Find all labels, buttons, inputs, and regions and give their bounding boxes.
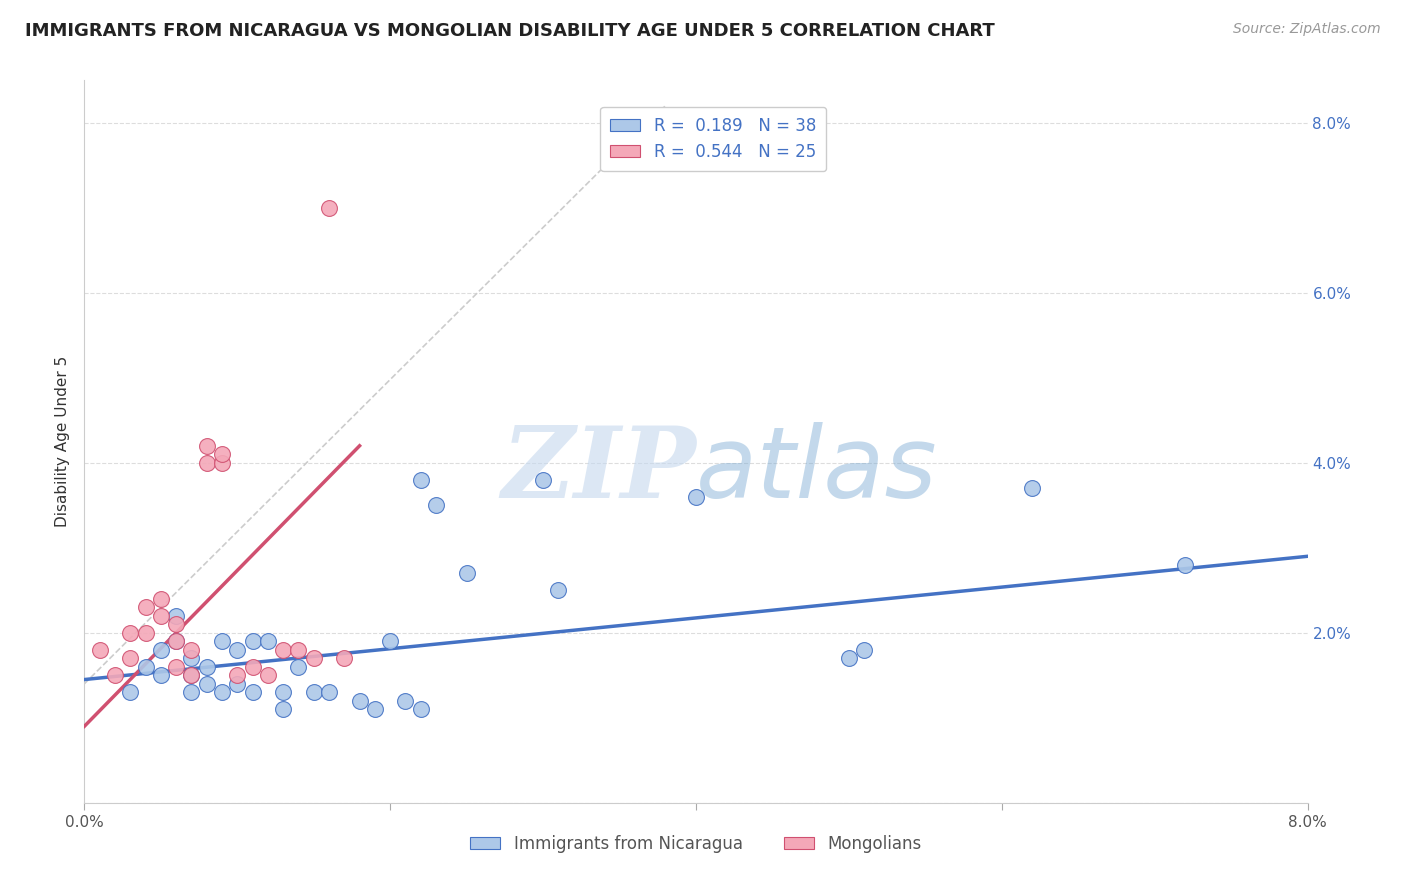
Point: [120, 625, 142, 640]
Point: [195, 660, 218, 674]
Point: [195, 439, 218, 453]
Point: [165, 608, 187, 623]
Point: [1021, 481, 1043, 495]
Point: [211, 634, 233, 648]
Point: [104, 668, 127, 682]
Point: [1174, 558, 1197, 572]
Point: [302, 685, 325, 699]
Point: [547, 583, 569, 598]
Point: [149, 642, 172, 657]
Text: ZIP: ZIP: [501, 422, 696, 518]
Y-axis label: Disability Age Under 5: Disability Age Under 5: [55, 356, 70, 527]
Point: [838, 651, 860, 665]
Point: [380, 634, 402, 648]
Point: [180, 651, 202, 665]
Point: [318, 201, 340, 215]
Point: [165, 634, 187, 648]
Legend: Immigrants from Nicaragua, Mongolians: Immigrants from Nicaragua, Mongolians: [464, 828, 928, 860]
Point: [333, 651, 356, 665]
Point: [180, 668, 202, 682]
Point: [271, 642, 294, 657]
Point: [456, 566, 478, 581]
Point: [165, 634, 187, 648]
Point: [271, 702, 294, 716]
Point: [287, 660, 309, 674]
Text: Source: ZipAtlas.com: Source: ZipAtlas.com: [1233, 22, 1381, 37]
Point: [364, 702, 387, 716]
Point: [302, 651, 325, 665]
Point: [853, 642, 876, 657]
Point: [135, 625, 157, 640]
Point: [318, 685, 340, 699]
Point: [257, 634, 280, 648]
Point: [149, 608, 172, 623]
Point: [149, 668, 172, 682]
Point: [180, 668, 202, 682]
Point: [531, 473, 554, 487]
Point: [195, 456, 218, 470]
Point: [409, 702, 432, 716]
Point: [349, 694, 371, 708]
Point: [180, 685, 202, 699]
Point: [180, 642, 202, 657]
Point: [135, 660, 157, 674]
Point: [242, 660, 264, 674]
Point: [409, 473, 432, 487]
Point: [257, 668, 280, 682]
Point: [211, 685, 233, 699]
Point: [211, 447, 233, 461]
Point: [242, 685, 264, 699]
Point: [226, 668, 249, 682]
Text: IMMIGRANTS FROM NICARAGUA VS MONGOLIAN DISABILITY AGE UNDER 5 CORRELATION CHART: IMMIGRANTS FROM NICARAGUA VS MONGOLIAN D…: [25, 22, 995, 40]
Point: [149, 591, 172, 606]
Point: [165, 660, 187, 674]
Point: [685, 490, 707, 504]
Point: [271, 685, 294, 699]
Point: [287, 642, 309, 657]
Point: [195, 677, 218, 691]
Point: [226, 642, 249, 657]
Point: [135, 600, 157, 615]
Point: [211, 456, 233, 470]
Point: [89, 642, 111, 657]
Point: [120, 685, 142, 699]
Point: [165, 617, 187, 632]
Point: [394, 694, 416, 708]
Point: [242, 634, 264, 648]
Text: atlas: atlas: [696, 422, 938, 519]
Point: [425, 498, 447, 512]
Point: [120, 651, 142, 665]
Point: [226, 677, 249, 691]
